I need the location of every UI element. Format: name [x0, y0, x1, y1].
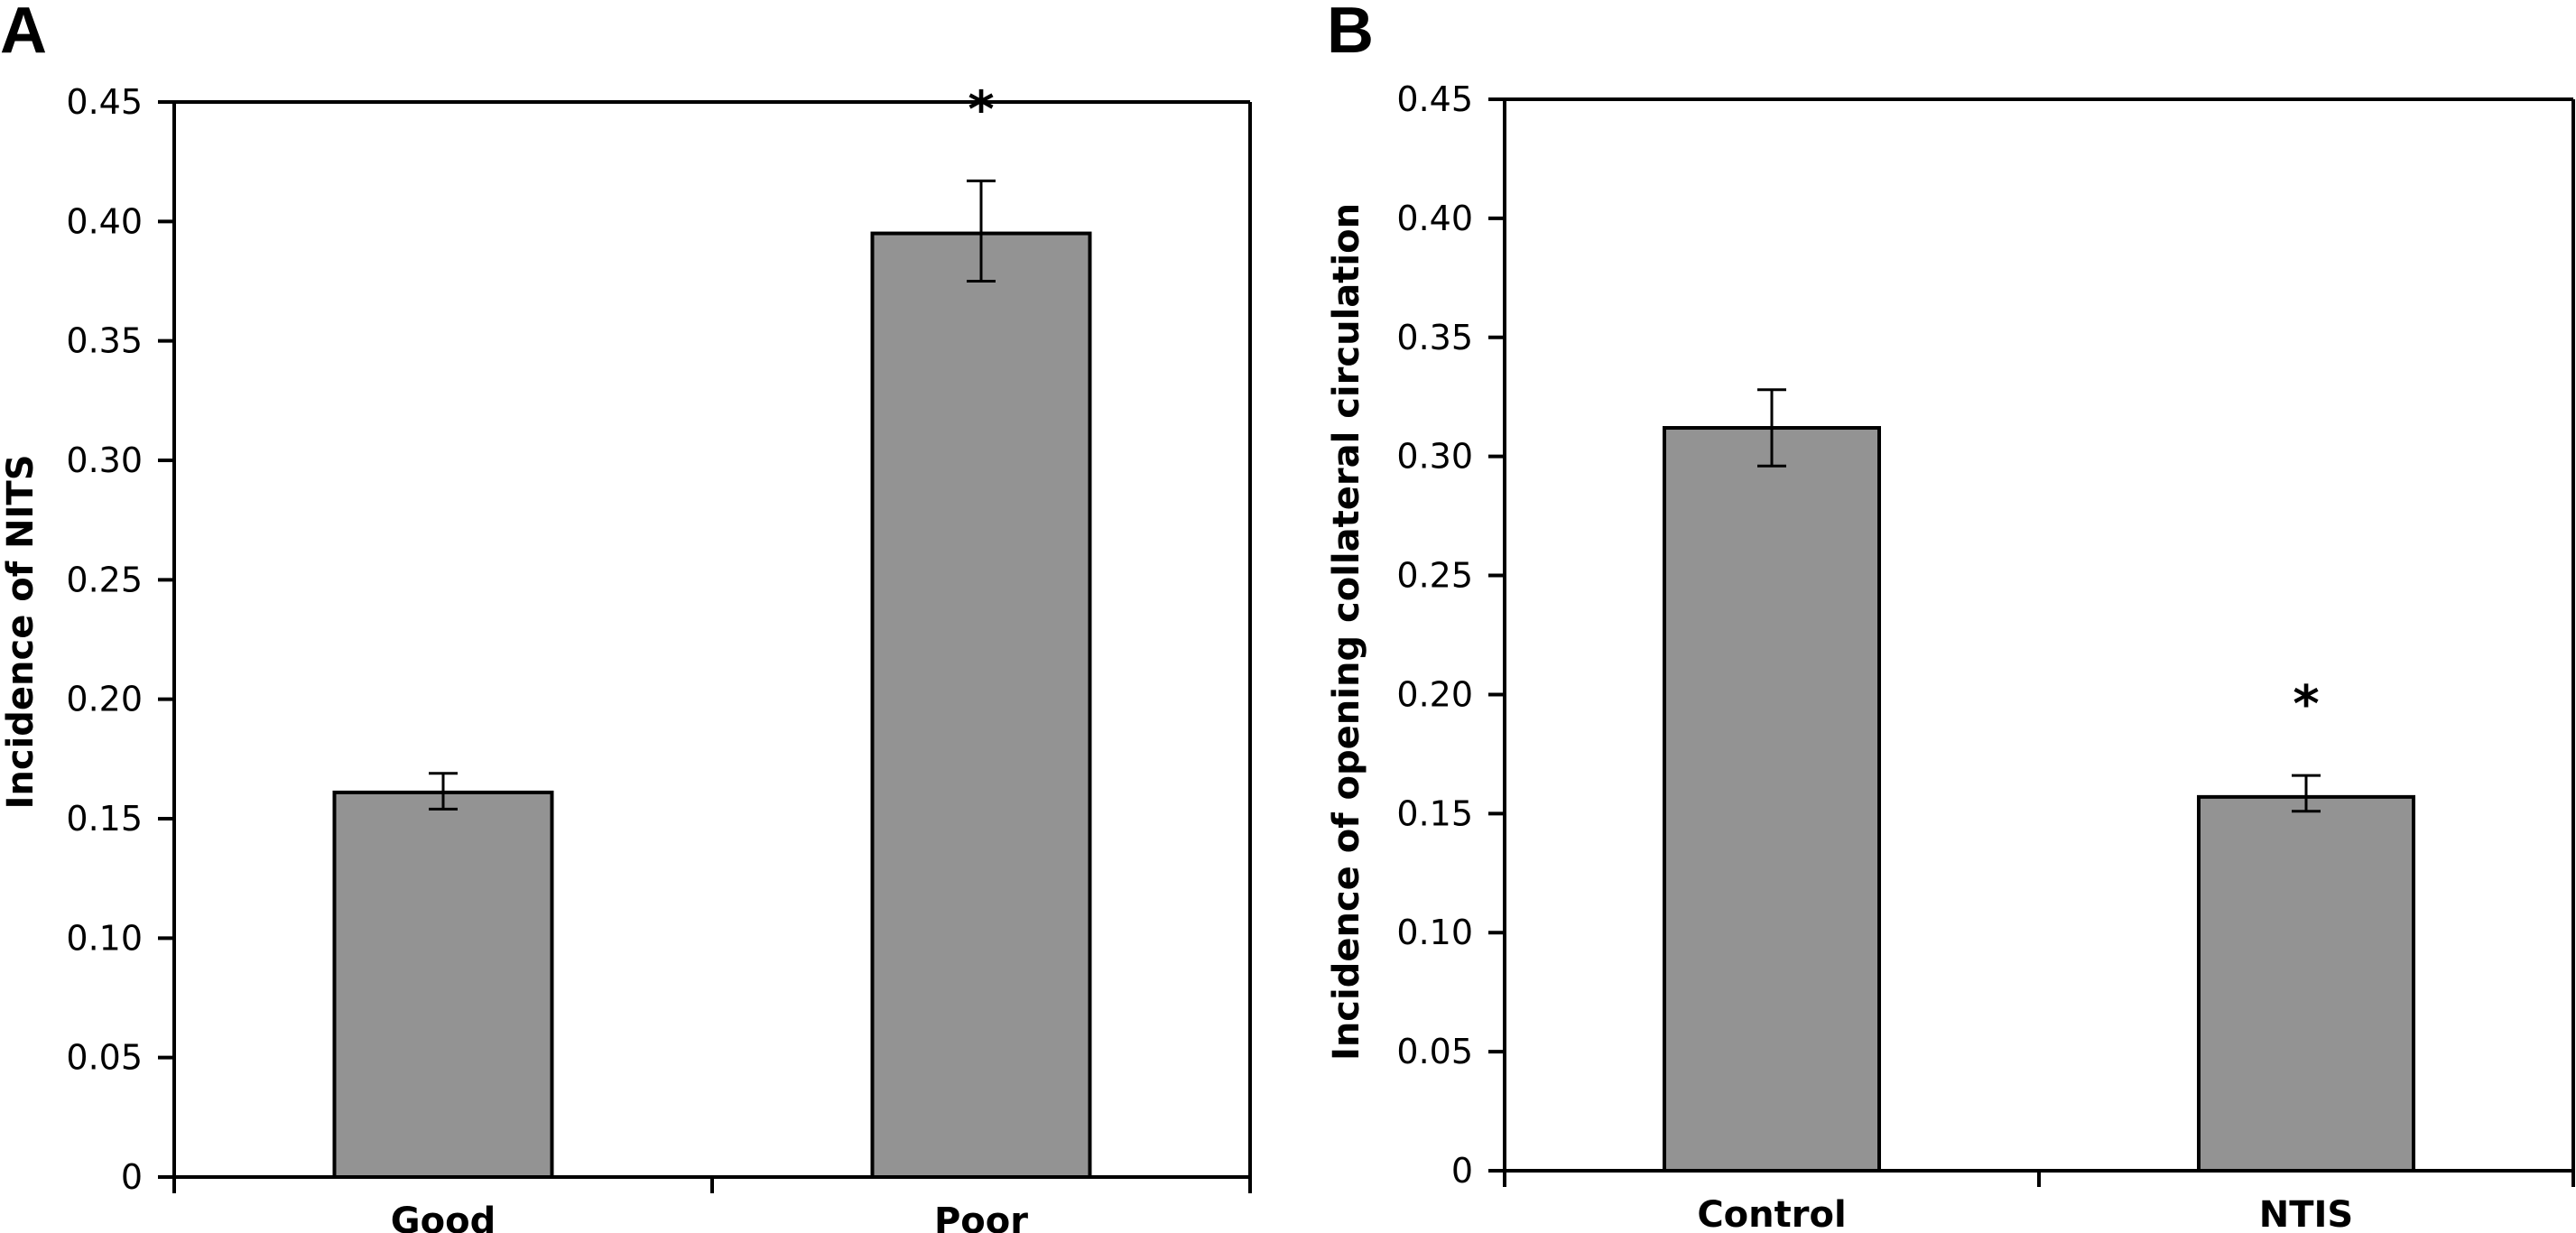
y-tick-label: 0.30: [66, 440, 143, 480]
panel-b: B 0 0.05 0.10 0.15 0.20 0.25 0.30 0.35 0.40 0.45 Co…: [1326, 0, 2575, 1233]
y-tick-label: 0.45: [66, 82, 143, 122]
y-axis-title: Incidence of opening collateral circulat…: [1326, 203, 1367, 1061]
x-category-label: NTIS: [2259, 1194, 2353, 1233]
x-category-label: Good: [391, 1201, 496, 1233]
panel-letter: B: [1327, 0, 1374, 67]
y-tick-label: 0.05: [66, 1038, 143, 1078]
x-category-label: Poor: [934, 1201, 1028, 1233]
bar-poor: [870, 231, 1092, 1180]
y-tick-label: 0.05: [1396, 1032, 1473, 1071]
y-tick-label: 0.30: [1396, 437, 1473, 477]
y-tick-label: 0.20: [66, 680, 143, 719]
y-tick-label: 0.25: [1396, 556, 1473, 596]
y-tick-label: 0.10: [66, 918, 143, 958]
x-category-label: Control: [1697, 1194, 1846, 1233]
y-axis-title: Incidence of NITS: [0, 454, 42, 809]
bar-ntis: [2197, 794, 2415, 1173]
y-tick-label: 0.40: [66, 201, 143, 241]
y-tick-label: 0.40: [1396, 199, 1473, 238]
panel-a: A 0 0.05 0.10 0.15 0.20 0.25 0.30 0.35 0.40 0.45 Go…: [0, 0, 1252, 1233]
y-tick-label: 0.15: [66, 799, 143, 839]
y-tick-label: 0.25: [66, 560, 143, 599]
y-tick-label: 0.35: [66, 321, 143, 361]
bar-control: [1663, 426, 1881, 1173]
y-tick-label: 0.35: [1396, 318, 1473, 357]
y-tick-label: 0.45: [1396, 79, 1473, 119]
y-tick-label: 0.15: [1396, 793, 1473, 833]
significance-marker: *: [968, 80, 994, 139]
y-tick-label: 0: [121, 1157, 143, 1197]
y-tick-label: 0.20: [1396, 674, 1473, 714]
panel-letter: A: [0, 0, 47, 67]
y-tick-label: 0.10: [1396, 913, 1473, 952]
bar-good: [332, 790, 554, 1179]
y-tick-label: 0: [1451, 1151, 1473, 1191]
significance-marker: *: [2293, 675, 2319, 734]
